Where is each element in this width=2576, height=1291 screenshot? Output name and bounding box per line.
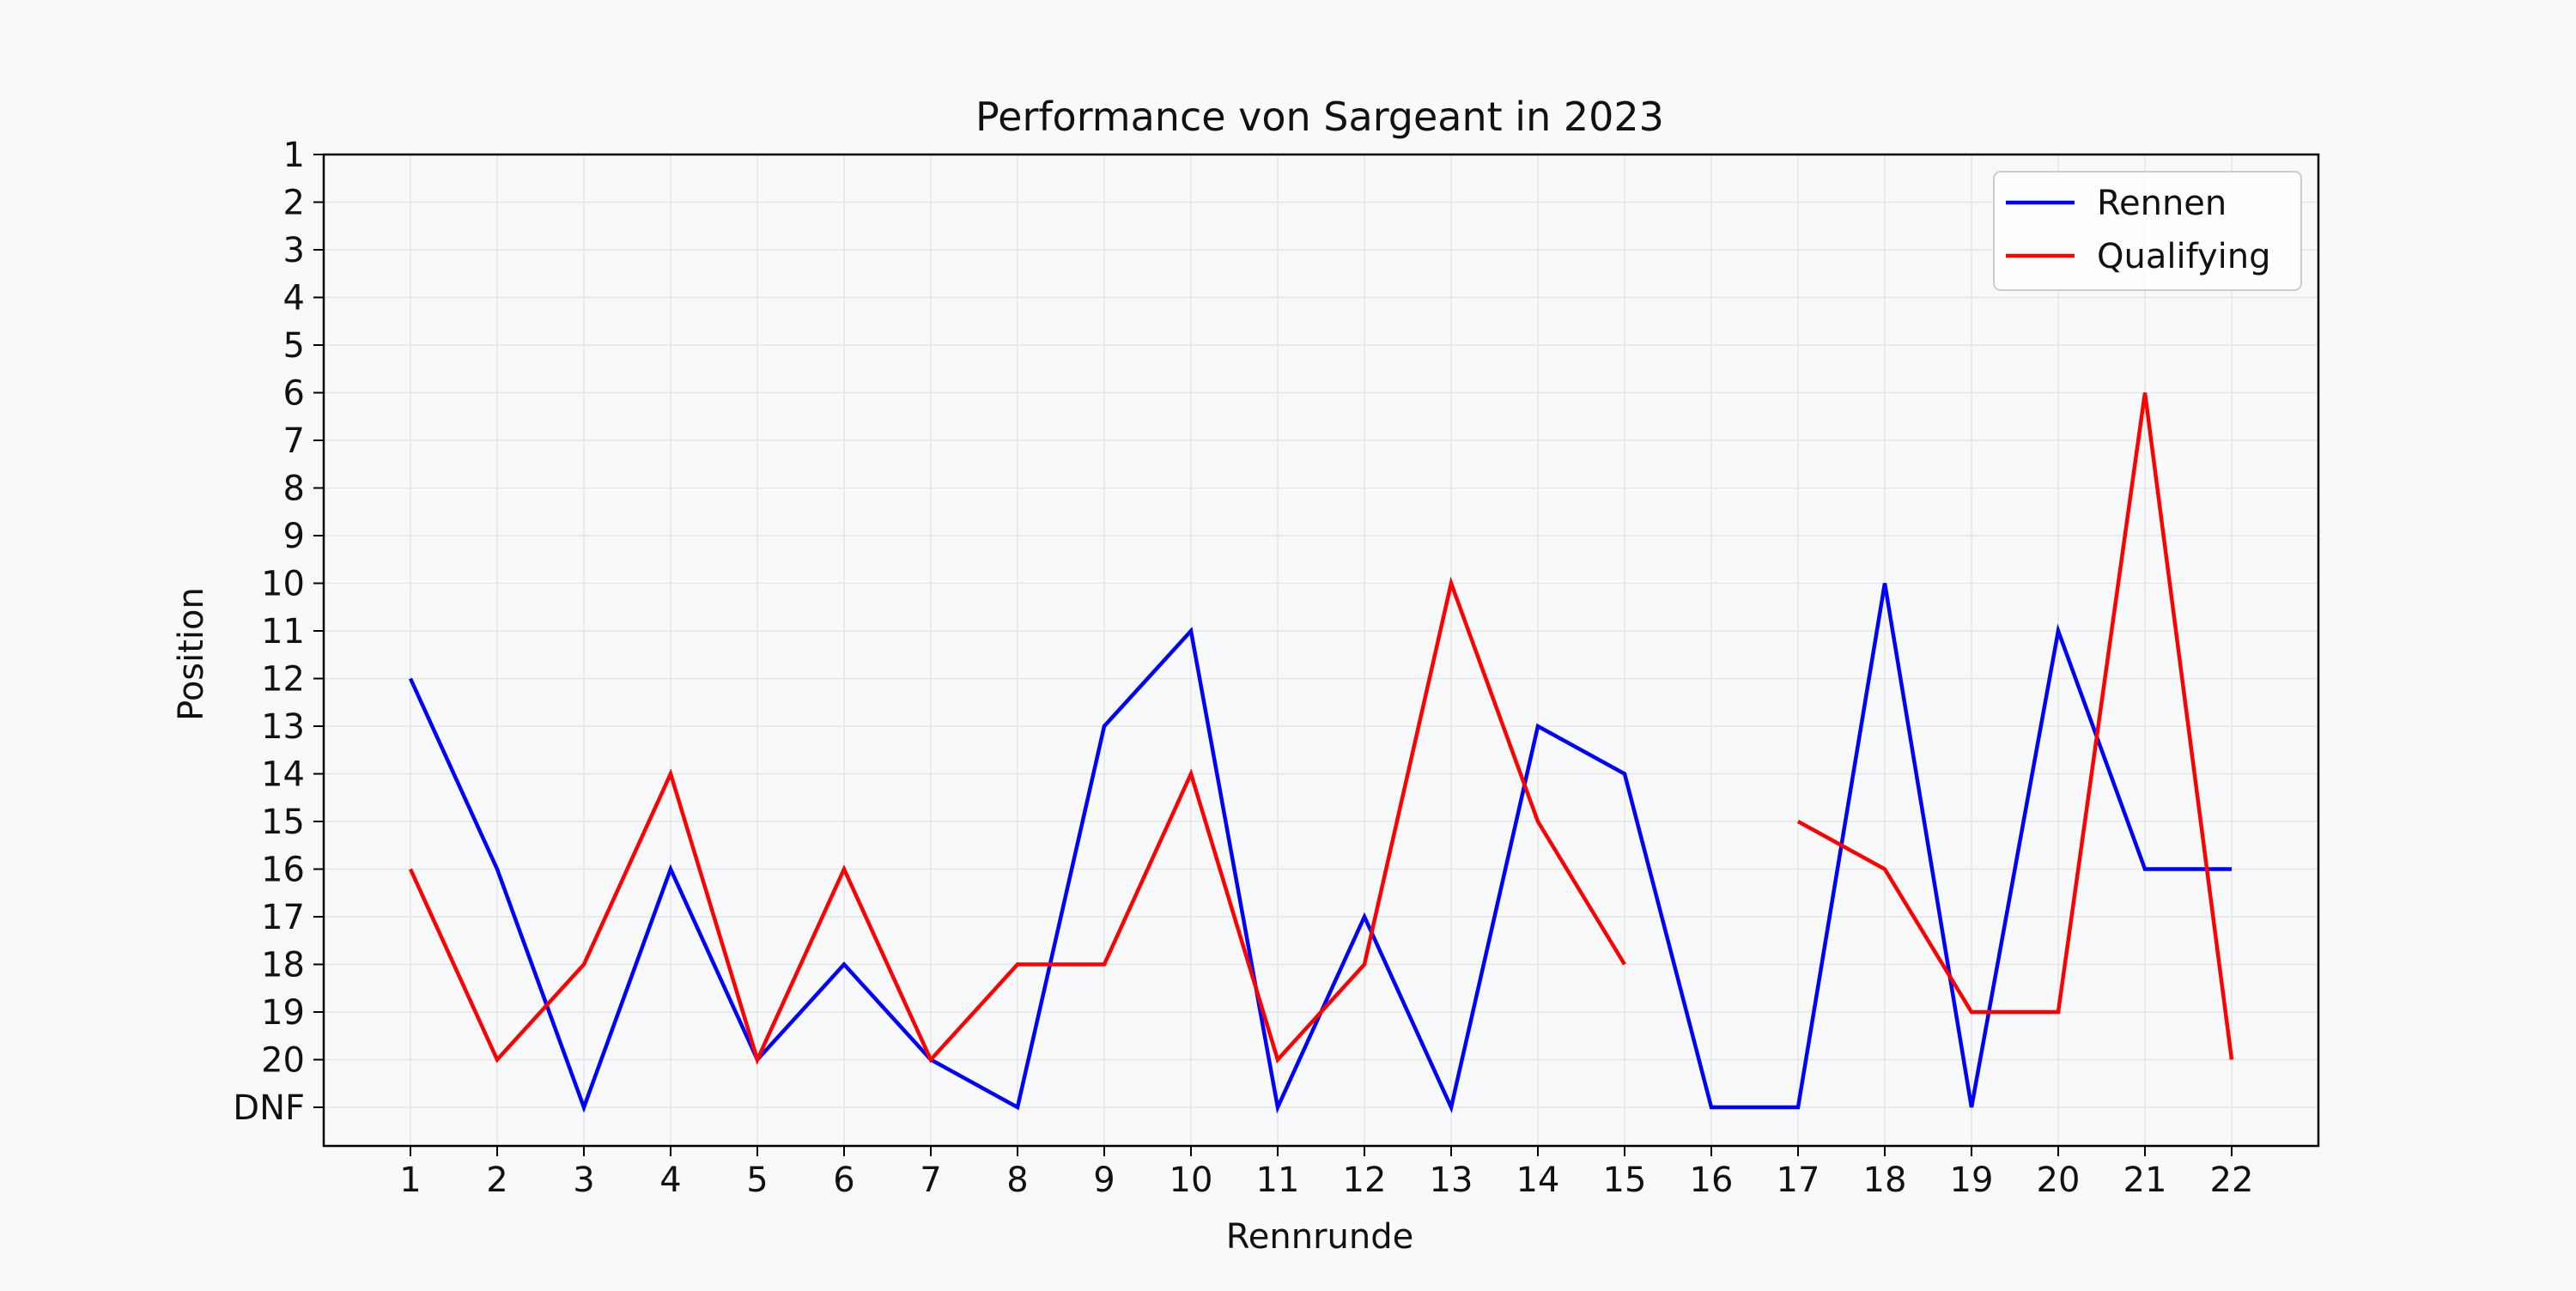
y-tick-label: 8	[283, 470, 305, 509]
y-tick-label: 11	[261, 612, 305, 652]
y-tick-label: 17	[261, 898, 305, 937]
y-tick-label: 5	[283, 326, 305, 366]
y-tick-label: 2	[283, 184, 305, 223]
x-tick-label: 3	[573, 1161, 594, 1200]
series-rennen	[408, 583, 2232, 1114]
x-tick-label: 1	[399, 1161, 421, 1200]
x-tick-label: 19	[1950, 1161, 1994, 1200]
x-tick-label: 16	[1690, 1161, 1734, 1200]
y-tick-label: 20	[261, 1041, 305, 1081]
y-tick-label: 9	[283, 517, 305, 556]
x-tick-label: 15	[1603, 1161, 1647, 1200]
y-tick-label: 15	[261, 803, 305, 842]
x-tick-label: 4	[659, 1161, 681, 1200]
y-tick-label: 1	[283, 136, 305, 175]
x-axis-label: Rennrunde	[1226, 1217, 1413, 1257]
x-tick-label: 2	[486, 1161, 507, 1200]
x-tick-label: 11	[1256, 1161, 1300, 1200]
x-tick-label: 8	[1006, 1161, 1028, 1200]
y-tick-label: 13	[261, 707, 305, 747]
y-tick-label: 14	[261, 755, 305, 795]
x-tick-label: 12	[1343, 1161, 1387, 1200]
y-tick-label: 3	[283, 231, 305, 270]
x-tick-label: 20	[2037, 1161, 2081, 1200]
axis-ticks: 1 2 3 4 5 6 7 8 9 10 11 12 13 14 15 16 17 18 19 20 21 2212345…	[233, 136, 2253, 1200]
y-tick-label: 4	[283, 279, 305, 318]
x-tick-label: 14	[1516, 1161, 1560, 1200]
x-tick-label: 10	[1170, 1161, 1213, 1200]
x-tick-label: 18	[1863, 1161, 1907, 1200]
x-tick-label: 22	[2210, 1161, 2254, 1200]
legend-label: Rennen	[2097, 184, 2227, 223]
y-axis-label: Position	[172, 587, 211, 721]
y-tick-label: 12	[261, 660, 305, 700]
series-line	[1796, 392, 2234, 1060]
x-tick-label: 21	[2123, 1161, 2167, 1200]
y-tick-label: 18	[261, 946, 305, 985]
series-line	[408, 583, 2232, 1114]
x-tick-label: 9	[1093, 1161, 1115, 1200]
x-tick-label: 6	[833, 1161, 854, 1200]
y-tick-label: 6	[283, 374, 305, 414]
x-tick-label: 13	[1430, 1161, 1473, 1200]
plot-frame	[322, 153, 2320, 1148]
series-qualifying	[408, 392, 2234, 1065]
series-lines	[408, 392, 2234, 1114]
chart-title: Performance von Sargeant in 2023	[975, 94, 1664, 140]
y-tick-label: 19	[261, 993, 305, 1033]
series-line	[408, 576, 1626, 1065]
x-tick-label: 17	[1777, 1161, 1820, 1200]
x-tick-label: 5	[746, 1161, 768, 1200]
legend-label: Qualifying	[2097, 237, 2270, 276]
y-tick-label: 7	[283, 421, 305, 461]
legend: Rennen Qualifying	[1993, 171, 2302, 291]
y-tick-label: 16	[261, 851, 305, 890]
x-tick-label: 7	[920, 1161, 941, 1200]
y-tick-label: 10	[261, 565, 305, 604]
y-tick-label: DNF	[233, 1088, 305, 1128]
